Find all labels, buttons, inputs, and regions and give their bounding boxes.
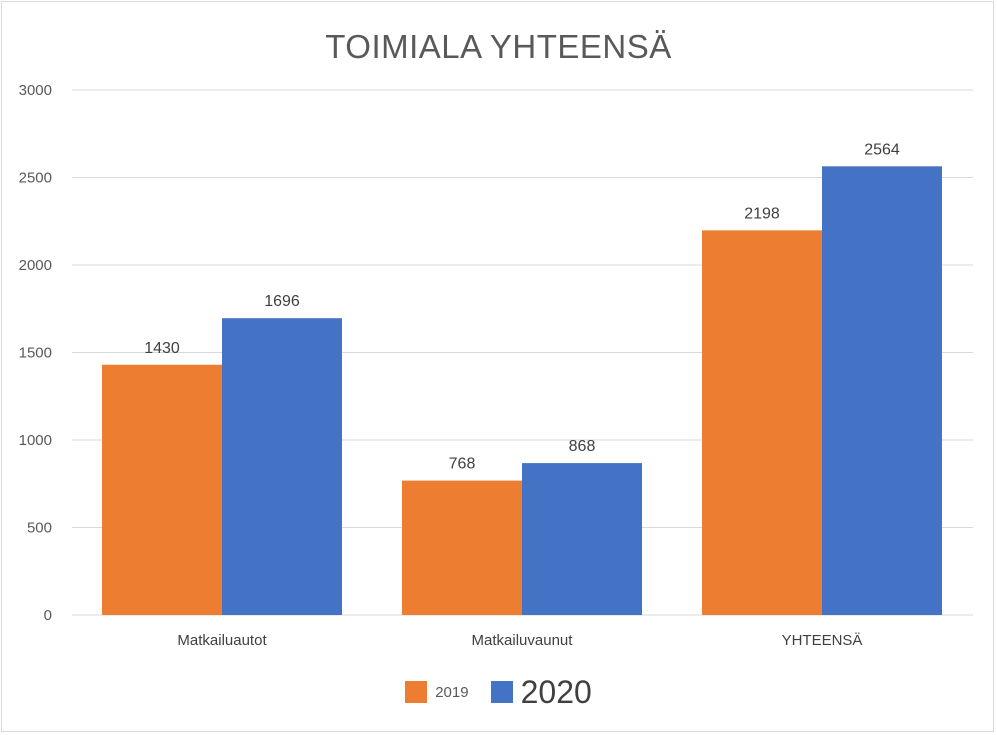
data-label: 1696	[264, 293, 300, 310]
bar-2019-2	[702, 230, 822, 615]
legend: 2019 2020	[0, 670, 997, 714]
data-label: 868	[569, 438, 596, 455]
y-tick-label: 0	[44, 607, 52, 624]
bar-2019-0	[102, 364, 222, 615]
data-label: 2198	[744, 205, 780, 222]
y-tick-label: 1000	[19, 432, 52, 449]
legend-swatch-2019	[405, 681, 428, 703]
legend-item-2020: 2020	[490, 673, 592, 711]
legend-item-2019: 2019	[405, 681, 469, 703]
x-tick-label: Matkailuvaunut	[472, 632, 574, 649]
legend-label-2020: 2020	[520, 673, 592, 710]
bar-2020-1	[522, 463, 642, 615]
data-label: 768	[449, 456, 476, 473]
y-tick-label: 500	[27, 520, 52, 537]
legend-label-2019: 2019	[435, 683, 469, 701]
bar-2020-2	[822, 166, 942, 616]
x-tick-label: YHTEENSÄ	[782, 632, 863, 649]
y-tick-label: 1500	[19, 345, 52, 362]
x-tick-label: Matkailuautot	[177, 632, 267, 649]
legend-swatch-2020	[490, 681, 513, 703]
y-tick-label: 2500	[19, 170, 52, 187]
data-label: 1430	[144, 340, 180, 357]
chart-title: TOIMIALA YHTEENSÄ	[325, 28, 672, 65]
data-label: 2564	[864, 141, 900, 158]
y-tick-label: 3000	[19, 82, 52, 99]
y-tick-label: 2000	[19, 257, 52, 274]
bar-2019-1	[402, 480, 522, 615]
bar-2020-0	[222, 318, 342, 615]
